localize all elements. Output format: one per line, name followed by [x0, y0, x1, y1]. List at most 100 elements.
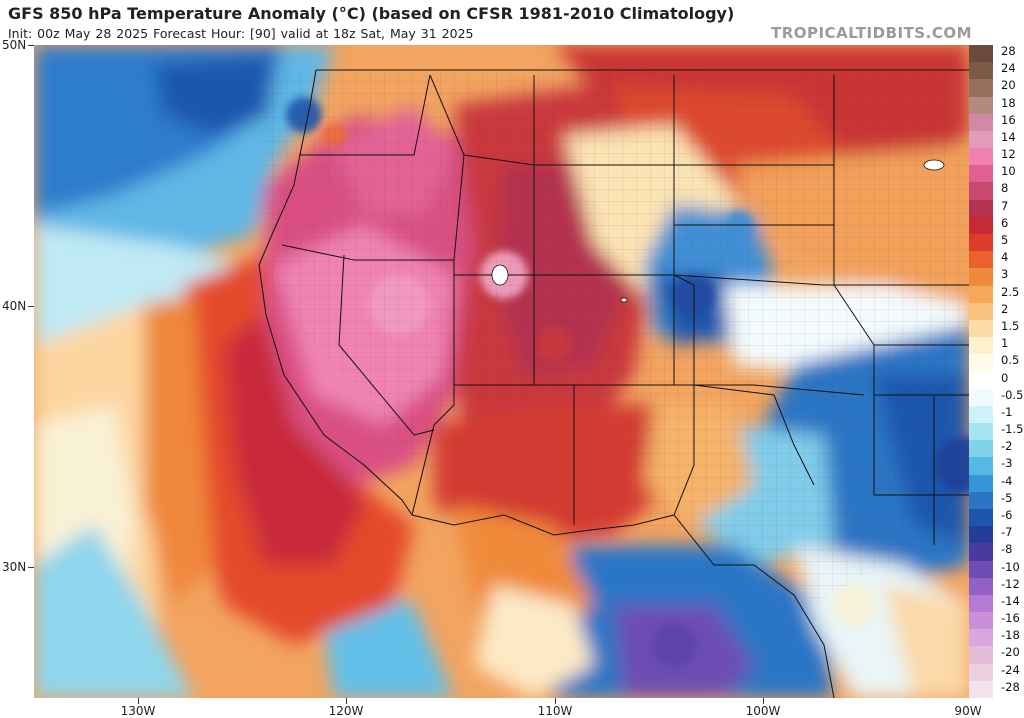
- legend-label: 20: [1001, 78, 1016, 93]
- legend-swatch: [969, 130, 993, 149]
- legend-swatch: [969, 646, 993, 664]
- legend-label: 2.5: [1001, 284, 1020, 299]
- legend-item: -16: [969, 611, 1024, 630]
- legend-label: -14: [1001, 593, 1020, 608]
- legend-item: 8: [969, 181, 1024, 200]
- legend-item: 0: [969, 370, 1024, 389]
- legend-swatch: [969, 268, 993, 286]
- legend-swatch: [969, 526, 993, 544]
- legend-item: -20: [969, 645, 1024, 664]
- lon-label-120w: 120W: [328, 704, 364, 718]
- legend-item: -10: [969, 559, 1024, 578]
- legend-item: -24: [969, 663, 1024, 681]
- legend-label: 18: [1001, 95, 1016, 110]
- legend-item: 1.5: [969, 318, 1024, 338]
- temperature-anomaly-map[interactable]: [34, 45, 969, 698]
- legend-swatch: [969, 440, 993, 458]
- legend-item: -2: [969, 439, 1024, 458]
- legend-swatch: [969, 302, 993, 320]
- legend-label: -2: [1001, 439, 1013, 454]
- legend-swatch: [969, 491, 993, 509]
- legend-label: 12: [1001, 147, 1016, 162]
- legend-swatch: [969, 680, 993, 698]
- legend-label: 1: [1001, 336, 1009, 351]
- chart-title: GFS 850 hPa Temperature Anomaly (°C) (ba…: [8, 4, 735, 23]
- legend-label: -10: [1001, 559, 1020, 574]
- legend-item: -14: [969, 593, 1024, 613]
- legend-item: 0.5: [969, 353, 1024, 372]
- legend-item: 20: [969, 78, 1024, 97]
- legend-swatch: [969, 96, 993, 114]
- lon-label-100w: 100W: [745, 704, 781, 718]
- legend-item: -6: [969, 507, 1024, 527]
- legend-item: -3: [969, 456, 1024, 475]
- legend-swatch: [969, 560, 993, 578]
- legend-item: 1: [969, 336, 1024, 355]
- legend-item: -7: [969, 525, 1024, 544]
- legend-label: 10: [1001, 164, 1016, 179]
- legend-label: -16: [1001, 611, 1020, 626]
- legend-swatch: [969, 354, 993, 372]
- legend-swatch: [969, 337, 993, 355]
- lat-label-40n: 40N: [2, 299, 27, 313]
- legend-label: -4: [1001, 473, 1013, 488]
- legend-swatch: [969, 508, 993, 527]
- chart-subtitle: Init: 00z May 28 2025 Forecast Hour: [90…: [8, 26, 474, 41]
- lon-tick: [555, 698, 556, 704]
- legend-item: -0.5: [969, 387, 1024, 406]
- legend-label: -5: [1001, 490, 1013, 505]
- legend-label: 4: [1001, 250, 1009, 265]
- legend-swatch: [969, 319, 993, 338]
- legend-item: -28: [969, 679, 1024, 698]
- lon-tick: [763, 698, 764, 704]
- legend-label: 8: [1001, 181, 1009, 196]
- legend-label: 14: [1001, 129, 1016, 144]
- legend-item: 24: [969, 61, 1024, 80]
- legend-item: -1.5: [969, 422, 1024, 441]
- legend-item: -4: [969, 473, 1024, 492]
- lat-tick: [28, 306, 34, 307]
- legend-label: -12: [1001, 576, 1020, 591]
- legend-item: -5: [969, 490, 1024, 509]
- legend-swatch: [969, 199, 993, 217]
- legend-item: 7: [969, 199, 1024, 217]
- legend-swatch: [969, 629, 993, 647]
- legend-swatch: [969, 62, 993, 80]
- legend-label: 0: [1001, 370, 1009, 385]
- legend-swatch: [969, 663, 993, 681]
- legend-label: -0.5: [1001, 387, 1024, 402]
- legend-item: 6: [969, 215, 1024, 234]
- legend-swatch: [969, 182, 993, 200]
- legend-label: 6: [1001, 215, 1009, 230]
- lat-label-50n: 50N: [2, 38, 27, 52]
- brand-watermark[interactable]: TROPICALTIDBITS.COM: [771, 24, 972, 42]
- legend-swatch: [969, 474, 993, 492]
- color-legend: 28 24 20 18 16 14 12 10 8 7 6 5 4 3 2.5 2 1.5 1 0.5 0 -0.5 -1…: [969, 44, 1024, 698]
- legend-item: 10: [969, 164, 1024, 183]
- lat-tick: [28, 45, 34, 46]
- legend-swatch: [969, 612, 993, 630]
- legend-swatch: [969, 405, 993, 424]
- legend-item: 2.5: [969, 284, 1024, 303]
- legend-item: 12: [969, 147, 1024, 166]
- legend-item: 14: [969, 129, 1024, 149]
- legend-swatch: [969, 165, 993, 183]
- legend-item: -1: [969, 404, 1024, 424]
- legend-swatch: [969, 285, 993, 303]
- legend-label: 5: [1001, 233, 1009, 248]
- lon-label-130w: 130W: [120, 704, 156, 718]
- legend-item: 4: [969, 250, 1024, 269]
- legend-swatch: [969, 388, 993, 406]
- legend-label: -6: [1001, 507, 1013, 522]
- legend-label: -1.5: [1001, 422, 1024, 437]
- legend-item: 5: [969, 233, 1024, 252]
- legend-item: 3: [969, 267, 1024, 286]
- lat-tick: [28, 567, 34, 568]
- legend-swatch: [969, 543, 993, 561]
- legend-item: 16: [969, 113, 1024, 131]
- legend-label: 1.5: [1001, 318, 1020, 333]
- legend-swatch: [969, 594, 993, 613]
- legend-label: -1: [1001, 404, 1013, 419]
- legend-label: -28: [1001, 679, 1020, 694]
- legend-swatch: [969, 371, 993, 389]
